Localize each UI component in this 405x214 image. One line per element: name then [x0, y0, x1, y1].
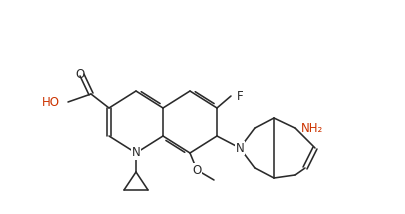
- Text: O: O: [75, 67, 85, 80]
- Text: N: N: [236, 141, 244, 155]
- Text: F: F: [237, 89, 244, 103]
- Text: O: O: [192, 163, 202, 177]
- Text: N: N: [132, 147, 141, 159]
- Text: HO: HO: [42, 95, 60, 108]
- Text: NH₂: NH₂: [301, 122, 323, 135]
